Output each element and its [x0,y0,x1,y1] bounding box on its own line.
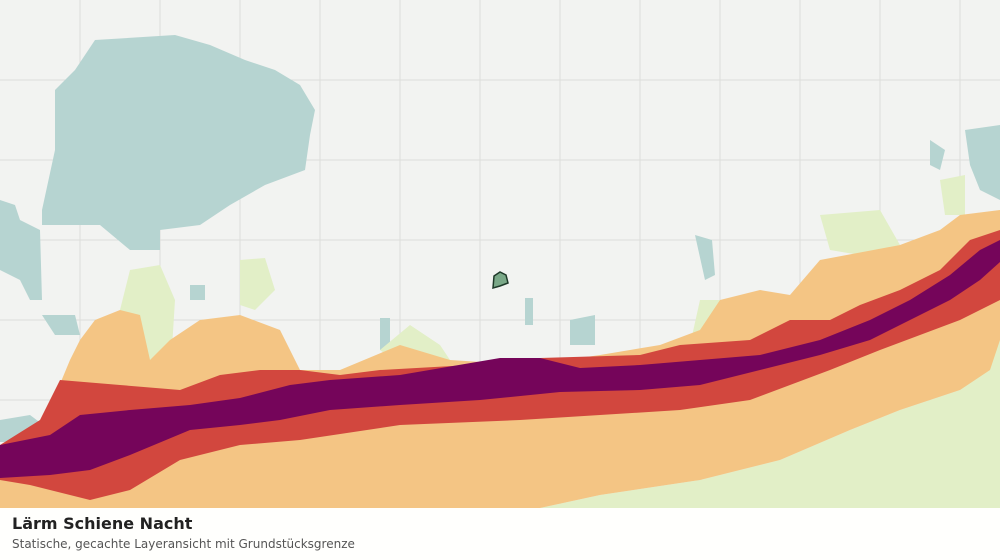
noise-zone-very-high [0,240,1000,478]
caption: Lärm Schiene Nacht Statische, gecachte L… [0,508,1000,560]
layer-subtitle: Statische, gecachte Layeransicht mit Gru… [12,537,355,551]
map[interactable] [0,0,1000,508]
noise-zone-low [120,175,1000,508]
water [0,35,1000,442]
layer-title: Lärm Schiene Nacht [12,514,193,533]
parcel-boundary[interactable] [492,271,509,290]
